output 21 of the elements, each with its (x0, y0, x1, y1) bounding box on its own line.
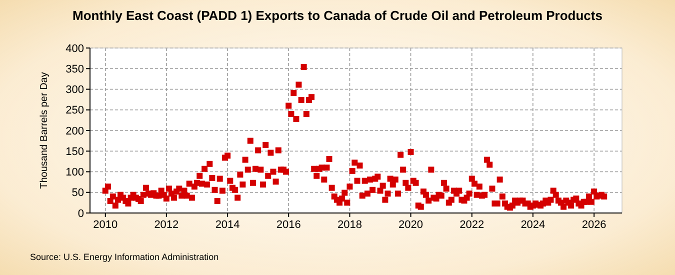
y-tick-label: 50 (72, 187, 84, 200)
y-tick-label: 250 (66, 104, 84, 117)
x-tick-label: 2010 (93, 219, 118, 231)
y-axis-title: Thousand Barrels per Day (39, 72, 50, 189)
x-tick-label: 2026 (582, 219, 606, 231)
y-tick-label: 0 (78, 208, 84, 220)
source-note: Source: U.S. Energy Information Administration (30, 252, 219, 262)
x-tick-label: 2018 (337, 219, 362, 231)
y-tick-label: 350 (66, 63, 84, 76)
x-tick-label: 2016 (276, 219, 301, 231)
y-tick-label: 150 (66, 146, 84, 158)
x-tick-label: 2014 (215, 219, 240, 231)
chart-title: Monthly East Coast (PADD 1) Exports to Canada of Crude Oil and Petroleum Products (72, 8, 602, 23)
y-tick-label: 200 (66, 125, 84, 138)
x-tick-label: 2012 (154, 219, 179, 231)
x-tick-label: 2022 (460, 219, 484, 231)
y-tick-label: 100 (66, 166, 84, 179)
x-tick-label: 2024 (520, 219, 546, 231)
x-tick-label: 2020 (398, 219, 424, 231)
y-tick-label: 400 (66, 42, 84, 55)
y-tick-label: 300 (66, 84, 84, 96)
